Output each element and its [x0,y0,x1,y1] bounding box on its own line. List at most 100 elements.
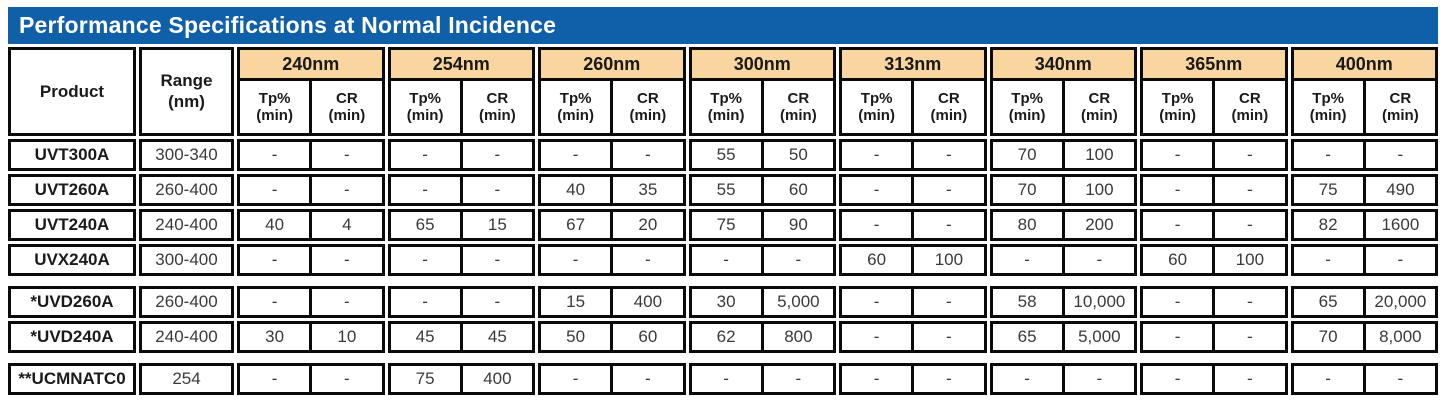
tp-value-cell: - [989,244,1065,276]
value-group: -- [1140,321,1288,353]
wavelength-header: 260nm [538,47,686,81]
value-group: -- [387,139,535,171]
col-header-tp: Tp% (min) [839,78,915,136]
cr-value-cell: - [459,139,535,171]
cr-value-cell: - [1362,139,1438,171]
product-cell: UVT260A [8,174,136,206]
tp-value-cell: - [839,321,915,353]
cr-value-cell: - [309,244,385,276]
tp-value-cell: 75 [688,209,764,241]
range-cell: 260-400 [139,174,234,206]
tp-value-cell: 62 [688,321,764,353]
tp-value-cell: 70 [1290,321,1366,353]
value-group: -- [839,174,987,206]
cr-value-cell: 100 [1061,174,1137,206]
wavelength-header: 365nm [1140,47,1288,81]
cr-value-cell: 4 [309,209,385,241]
cr-value-cell: - [1212,363,1288,395]
subheader-row: Tp% (min) CR (min) [688,78,836,136]
cr-value-cell: - [610,363,686,395]
value-group: 45 45 [387,321,535,353]
cr-value-cell: - [911,363,987,395]
cr-value-cell: 90 [760,209,836,241]
cr-value-cell: - [309,174,385,206]
cr-value-cell: - [760,363,836,395]
tp-value-cell: 65 [989,321,1065,353]
cr-value-cell: 20,000 [1362,286,1438,318]
wavelength-header: 300nm [688,47,836,81]
col-header-cr: CR (min) [760,78,836,136]
tp-value-cell: 58 [989,286,1065,318]
value-group: -- [688,363,836,395]
cr-value-cell: 35 [610,174,686,206]
col-header-tp: Tp% (min) [1140,78,1216,136]
tp-value-cell: 67 [538,209,614,241]
cr-value-cell: - [911,209,987,241]
value-group: -- [237,139,385,171]
col-header-tp: Tp% (min) [1290,78,1366,136]
value-group: 75 400 [387,363,535,395]
tp-value-cell: - [839,139,915,171]
value-group: -- [237,174,385,206]
tp-value-cell: - [237,139,313,171]
cr-value-cell: - [610,139,686,171]
value-group: 58 10,000 [989,286,1137,318]
cr-value-cell: - [309,139,385,171]
value-group: 50 60 [538,321,686,353]
cr-value-cell: - [1061,244,1137,276]
tp-value-cell: - [989,363,1065,395]
value-group: -- [989,363,1137,395]
range-cell: 240-400 [139,321,234,353]
wavelength-header: 400nm [1290,47,1438,81]
tp-value-cell: 60 [839,244,915,276]
tp-value-cell: - [237,174,313,206]
tp-value-cell: - [538,244,614,276]
value-group: 75 490 [1290,174,1438,206]
tp-value-cell: 50 [538,321,614,353]
table-row: *UVD260A 260-400- - - -15 400 30 5,000- -58 10,00… [8,286,1438,318]
tp-value-cell: - [839,209,915,241]
tp-value-cell: 55 [688,174,764,206]
cr-value-cell: 490 [1362,174,1438,206]
value-group: 70 100 [989,139,1137,171]
tp-value-cell: 80 [989,209,1065,241]
tp-value-cell: 30 [237,321,313,353]
col-header-cr: CR (min) [459,78,535,136]
tp-value-cell: - [1140,209,1216,241]
col-header-tp: Tp% (min) [387,78,463,136]
value-group: 40 4 [237,209,385,241]
value-group: -- [839,209,987,241]
cr-value-cell: - [1212,286,1288,318]
cr-value-cell: 10,000 [1061,286,1137,318]
tp-value-cell: 65 [387,209,463,241]
value-group: -- [688,244,836,276]
value-group: -- [387,244,535,276]
value-group: 82 1600 [1290,209,1438,241]
subheader-row: Tp% (min) CR (min) [538,78,686,136]
value-group: -- [839,363,987,395]
tp-value-cell: - [1140,286,1216,318]
cr-value-cell: 800 [760,321,836,353]
cr-value-cell: 100 [1061,139,1137,171]
col-header-tp: Tp% (min) [688,78,764,136]
subheader-row: Tp% (min) CR (min) [237,78,385,136]
table-row: UVT240A 240-400 40 4 65 15 67 20 75 90- -80 200- -82… [8,209,1438,241]
tp-value-cell: - [237,363,313,395]
tp-value-cell: 70 [989,174,1065,206]
subheader-row: Tp% (min) CR (min) [1290,78,1438,136]
table-row: *UVD240A 240-400 30 10 45 45 50 60 62 800- -65 5,00… [8,321,1438,353]
tp-value-cell: 40 [538,174,614,206]
col-header-product: Product [8,47,136,136]
tp-value-cell: - [688,363,764,395]
cr-value-cell: - [459,174,535,206]
value-group: -- [237,244,385,276]
value-group: -- [839,139,987,171]
range-cell: 300-340 [139,139,234,171]
wavelength-group: 260nm Tp% (min) CR (min) [538,47,686,136]
tp-value-cell: - [1290,139,1366,171]
cr-value-cell: 400 [459,363,535,395]
product-cell: UVT240A [8,209,136,241]
tp-value-cell: - [1290,363,1366,395]
value-group: -- [1290,139,1438,171]
value-group: -- [538,244,686,276]
